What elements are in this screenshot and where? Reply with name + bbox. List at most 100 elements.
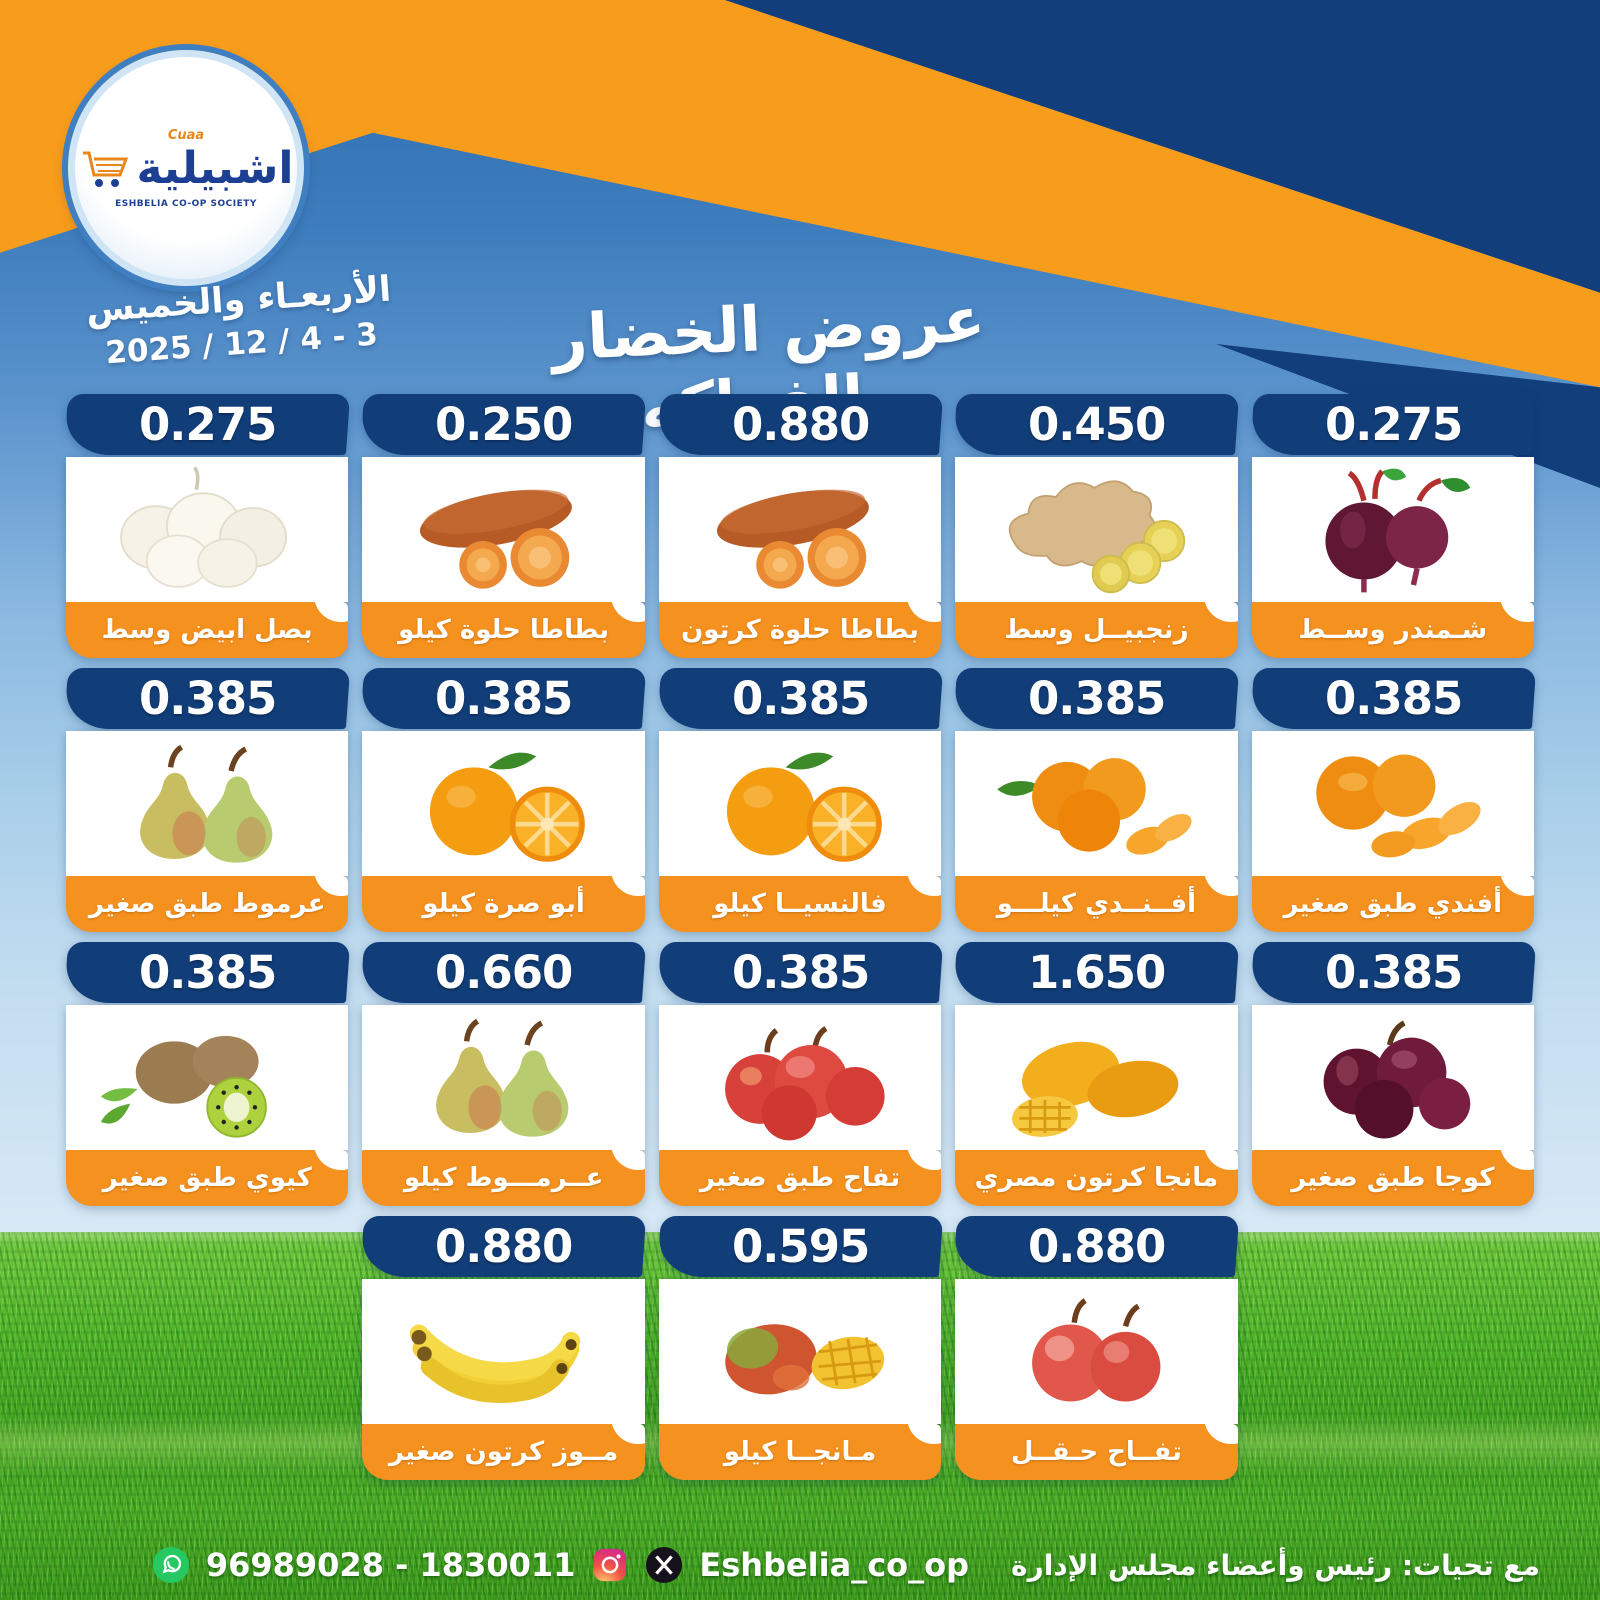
label-text: شـمندر وســط: [1298, 615, 1488, 645]
price-value: 0.385: [1324, 672, 1462, 725]
logo-arabic-name: اشبيلية: [136, 142, 295, 194]
apple-pink-icon: [972, 1286, 1221, 1418]
footer-bar: 96989028 - 1830011 Eshbelia_co_op مع تحي…: [0, 1546, 1540, 1584]
price-value: 0.275: [1324, 398, 1462, 451]
social-handle[interactable]: Eshbelia_co_op: [699, 1546, 970, 1584]
product-image: [658, 731, 942, 876]
pear-icon: [83, 738, 332, 870]
price-banner: 1.650: [953, 942, 1240, 1003]
product-card: 0.385 فالنسيــا كيلو: [656, 668, 944, 932]
price-value: 0.880: [434, 1220, 573, 1273]
sweet-potato-icon: [676, 464, 925, 596]
mango-yellow-icon: [972, 1012, 1221, 1144]
price-value: 0.385: [731, 672, 869, 725]
price-value: 0.385: [138, 946, 276, 999]
product-label: بطاطا حلوة كيلو: [362, 602, 645, 658]
price-banner: 0.385: [1249, 668, 1537, 729]
label-text: عرموط طبق صغير: [88, 889, 326, 919]
product-label: عرموط طبق صغير: [66, 876, 349, 932]
product-label: زنجبيــل وسط: [955, 602, 1238, 658]
product-card: 0.385 أفندي طبق صغير: [1249, 668, 1537, 932]
product-label: فالنسيــا كيلو: [658, 876, 942, 932]
product-label: مانجا كرتون مصري: [955, 1150, 1238, 1206]
product-image: [66, 457, 349, 602]
product-image: [1251, 457, 1534, 602]
label-text: مــوز كرتون صغير: [388, 1437, 619, 1467]
footer-greeting: مع تحيات: رئيس وأعضاء مجلس الإدارة: [1011, 1548, 1540, 1582]
product-label: عــرمـــوط كيلو: [362, 1150, 645, 1206]
product-label: تفاح طبق صغير: [658, 1150, 942, 1206]
product-card: 0.660 عــرمـــوط كيلو: [360, 942, 647, 1206]
product-card: 0.880 بطاطا حلوة كرتون: [656, 394, 944, 658]
label-text: بطاطا حلوة كرتون: [681, 615, 919, 645]
price-banner: 0.275: [63, 394, 351, 455]
product-label: مــوز كرتون صغير: [362, 1424, 645, 1480]
label-text: مـانجــا كيلو: [723, 1437, 877, 1467]
product-image: [362, 1279, 645, 1424]
price-banner: 0.595: [656, 1216, 944, 1277]
instagram-icon[interactable]: [591, 1546, 629, 1584]
label-text: زنجبيــل وسط: [1004, 615, 1189, 645]
sweet-potato-icon: [379, 464, 628, 596]
product-image: [1251, 731, 1534, 876]
label-text: عــرمـــوط كيلو: [403, 1163, 604, 1193]
product-image: [362, 731, 645, 876]
product-card: 0.595 مـانجــا كيلو: [656, 1216, 944, 1480]
product-card: 0.275 بصل ابيض وسط: [63, 394, 351, 658]
logo-top-script: Cuaa: [167, 127, 205, 143]
ginger-icon: [972, 464, 1221, 596]
price-banner: 0.385: [953, 668, 1240, 729]
label-text: فالنسيــا كيلو: [713, 889, 887, 919]
price-banner: 0.385: [656, 942, 944, 1003]
product-label: بطاطا حلوة كرتون: [658, 602, 942, 658]
product-label: مـانجــا كيلو: [658, 1424, 942, 1480]
price-value: 0.250: [434, 398, 573, 451]
price-value: 0.880: [731, 398, 869, 451]
label-text: أفــنــدي كيلـــو: [996, 889, 1197, 919]
product-image: [658, 1279, 942, 1424]
product-image: [362, 457, 645, 602]
product-image: [1251, 1005, 1534, 1150]
product-card: 0.880 تفــاح حـقــل: [953, 1216, 1240, 1480]
product-label: كوجا طبق صغير: [1251, 1150, 1534, 1206]
whatsapp-icon[interactable]: [152, 1546, 190, 1584]
price-banner: 0.385: [360, 668, 647, 729]
x-icon[interactable]: [645, 1546, 683, 1584]
price-banner: 0.385: [63, 668, 351, 729]
shopping-cart-icon: [82, 151, 128, 187]
white-onion-icon: [83, 464, 332, 596]
label-text: بطاطا حلوة كيلو: [398, 615, 610, 645]
banana-icon: [379, 1286, 628, 1418]
price-banner: 0.385: [63, 942, 351, 1003]
price-banner: 0.250: [360, 394, 647, 455]
product-card: 0.275 شـمندر وســط: [1249, 394, 1537, 658]
product-image: [66, 731, 349, 876]
price-value: 0.385: [1324, 946, 1462, 999]
product-label: كيوي طبق صغير: [66, 1150, 349, 1206]
product-card: 0.250 بطاطا حلوة كيلو: [360, 394, 647, 658]
price-value: 0.385: [138, 672, 276, 725]
mandarin-icon: [972, 738, 1221, 870]
product-card: 0.385 تفاح طبق صغير: [656, 942, 944, 1206]
product-image: [362, 1005, 645, 1150]
price-banner: 0.450: [953, 394, 1240, 455]
product-image: [658, 1005, 942, 1150]
product-card: 0.385 أفــنــدي كيلـــو: [953, 668, 1240, 932]
logo-english-name: ESHBELIA CO-OP SOCIETY: [115, 198, 257, 209]
price-value: 0.450: [1027, 398, 1166, 451]
label-text: أبو صرة كيلو: [422, 889, 585, 919]
offer-dates: الأربعـاء والخميس 2025 / 12 / 4 - 3: [68, 268, 413, 374]
phone-numbers: 96989028 - 1830011: [205, 1546, 576, 1584]
price-value: 0.660: [434, 946, 573, 999]
product-card: 0.385 أبو صرة كيلو: [360, 668, 647, 932]
product-image: [658, 457, 942, 602]
product-label: شـمندر وســط: [1251, 602, 1534, 658]
label-text: بصل ابيض وسط: [101, 615, 313, 645]
product-label: تفــاح حـقــل: [955, 1424, 1238, 1480]
label-text: أفندي طبق صغير: [1283, 889, 1503, 919]
product-image: [955, 1005, 1238, 1150]
mango-cut-icon: [676, 1286, 925, 1418]
product-card: 0.385 عرموط طبق صغير: [63, 668, 351, 932]
beetroot-icon: [1269, 464, 1518, 596]
